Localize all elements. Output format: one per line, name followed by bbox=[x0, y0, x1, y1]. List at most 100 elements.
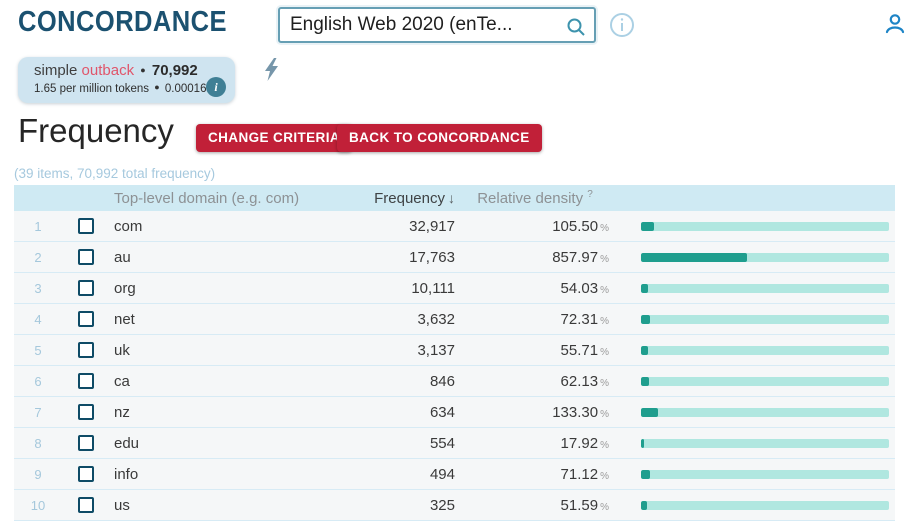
row-index: 7 bbox=[34, 404, 42, 420]
relative-density-value: 54.03 bbox=[560, 279, 599, 297]
frequency-cell: 554 bbox=[429, 434, 455, 452]
row-checkbox[interactable] bbox=[78, 311, 94, 327]
app-title: CONCORDANCE bbox=[18, 6, 227, 38]
lightning-icon[interactable] bbox=[263, 57, 281, 87]
relative-density-cell: 54.03% bbox=[455, 280, 615, 297]
row-checkbox[interactable] bbox=[78, 466, 94, 482]
domain-cell[interactable]: info bbox=[114, 465, 139, 483]
help-icon[interactable]: ? bbox=[587, 189, 593, 200]
density-bar-track bbox=[641, 221, 889, 231]
table-body: 1 com 32,917 105.50% 2 au 17,763 857.97%… bbox=[14, 211, 895, 521]
table-row: 4 net 3,632 72.31% bbox=[14, 304, 895, 335]
relative-density-cell: 133.30% bbox=[455, 404, 615, 421]
relative-density-value: 105.50 bbox=[552, 217, 599, 235]
domain-cell[interactable]: uk bbox=[114, 341, 130, 359]
row-checkbox[interactable] bbox=[78, 280, 94, 296]
table-row: 10 us 325 51.59% bbox=[14, 490, 895, 521]
percent-suffix: % bbox=[600, 377, 609, 389]
table-header-row: Top-level domain (e.g. com) Frequency ↓ R… bbox=[14, 185, 895, 211]
frequency-cell: 17,763 bbox=[409, 248, 455, 266]
query-type: simple bbox=[34, 62, 78, 79]
density-bar-track bbox=[641, 314, 889, 324]
domain-cell[interactable]: us bbox=[114, 496, 130, 514]
density-bar-cell bbox=[615, 221, 895, 231]
table-row: 7 nz 634 133.30% bbox=[14, 397, 895, 428]
search-icon[interactable] bbox=[565, 16, 587, 43]
row-checkbox[interactable] bbox=[78, 249, 94, 265]
relative-density-value: 133.30 bbox=[552, 403, 599, 421]
relative-density-value: 72.31 bbox=[560, 310, 599, 328]
frequency-cell: 494 bbox=[429, 465, 455, 483]
row-index: 9 bbox=[34, 466, 42, 482]
chip-info-icon[interactable]: i bbox=[206, 77, 226, 97]
table-row: 3 org 10,111 54.03% bbox=[14, 273, 895, 304]
domain-cell[interactable]: edu bbox=[114, 434, 140, 452]
domain-cell[interactable]: com bbox=[114, 217, 143, 235]
query-summary-chip[interactable]: simple outback ● 70,992 1.65 per million… bbox=[18, 57, 235, 103]
corpus-selector-input[interactable] bbox=[280, 9, 594, 41]
person-icon[interactable] bbox=[883, 12, 907, 36]
row-index: 8 bbox=[34, 435, 42, 451]
table-row: 1 com 32,917 105.50% bbox=[14, 211, 895, 242]
relative-density-cell: 857.97% bbox=[455, 249, 615, 266]
row-checkbox[interactable] bbox=[78, 373, 94, 389]
bullet-separator: ● bbox=[154, 82, 160, 92]
percent-suffix: % bbox=[600, 315, 609, 327]
relative-density-value: 62.13 bbox=[560, 372, 599, 390]
row-index: 5 bbox=[34, 342, 42, 358]
density-bar-fill bbox=[641, 252, 748, 262]
frequency-table: Top-level domain (e.g. com) Frequency ↓ R… bbox=[14, 185, 895, 521]
frequency-column-header[interactable]: Frequency ↓ bbox=[345, 190, 455, 207]
relative-density-column-header: Relative density ? bbox=[455, 189, 615, 207]
frequency-column-label: Frequency bbox=[374, 189, 445, 207]
density-bar-cell bbox=[615, 469, 895, 479]
domain-cell[interactable]: org bbox=[114, 279, 136, 297]
density-bar-cell bbox=[615, 500, 895, 510]
density-bar-track bbox=[641, 469, 889, 479]
density-bar-track bbox=[641, 500, 889, 510]
relative-density-cell: 62.13% bbox=[455, 373, 615, 390]
change-criteria-button[interactable]: CHANGE CRITERIA bbox=[196, 124, 353, 152]
row-checkbox[interactable] bbox=[78, 435, 94, 451]
density-bar-fill bbox=[641, 407, 658, 417]
relative-density-label: Relative density bbox=[477, 190, 584, 207]
relative-density-cell: 51.59% bbox=[455, 497, 615, 514]
density-bar-fill bbox=[641, 221, 655, 231]
domain-cell[interactable]: au bbox=[114, 248, 131, 266]
corpus-selector[interactable] bbox=[278, 7, 596, 43]
row-checkbox[interactable] bbox=[78, 404, 94, 420]
row-checkbox[interactable] bbox=[78, 218, 94, 234]
relative-density-cell: 17.92% bbox=[455, 435, 615, 452]
density-bar-cell bbox=[615, 314, 895, 324]
frequency-cell: 325 bbox=[429, 496, 455, 514]
density-bar-track bbox=[641, 438, 889, 448]
back-to-concordance-button[interactable]: BACK TO CONCORDANCE bbox=[337, 124, 542, 152]
percent-suffix: % bbox=[600, 346, 609, 358]
density-bar-cell bbox=[615, 252, 895, 262]
frequency-cell: 846 bbox=[429, 372, 455, 390]
sort-descending-icon[interactable]: ↓ bbox=[448, 189, 455, 206]
info-icon[interactable] bbox=[609, 12, 635, 38]
domain-column-header: Top-level domain (e.g. com) bbox=[114, 189, 300, 207]
percent-suffix: % bbox=[600, 408, 609, 420]
frequency-cell: 634 bbox=[429, 403, 455, 421]
relative-density-value: 17.92 bbox=[560, 434, 599, 452]
row-index: 1 bbox=[34, 218, 42, 234]
density-bar-track bbox=[641, 252, 889, 262]
density-bar-fill bbox=[641, 283, 648, 293]
relative-density-cell: 55.71% bbox=[455, 342, 615, 359]
domain-cell[interactable]: ca bbox=[114, 372, 130, 390]
domain-cell[interactable]: net bbox=[114, 310, 135, 328]
density-bar-cell bbox=[615, 438, 895, 448]
row-index: 3 bbox=[34, 280, 42, 296]
density-bar-fill bbox=[641, 314, 650, 324]
percent-suffix: % bbox=[600, 501, 609, 513]
row-checkbox[interactable] bbox=[78, 342, 94, 358]
relative-density-cell: 72.31% bbox=[455, 311, 615, 328]
row-index: 6 bbox=[34, 373, 42, 389]
domain-cell[interactable]: nz bbox=[114, 403, 130, 421]
relative-density-value: 71.12 bbox=[560, 465, 599, 483]
row-index: 10 bbox=[30, 497, 46, 513]
row-checkbox[interactable] bbox=[78, 497, 94, 513]
density-bar-cell bbox=[615, 407, 895, 417]
